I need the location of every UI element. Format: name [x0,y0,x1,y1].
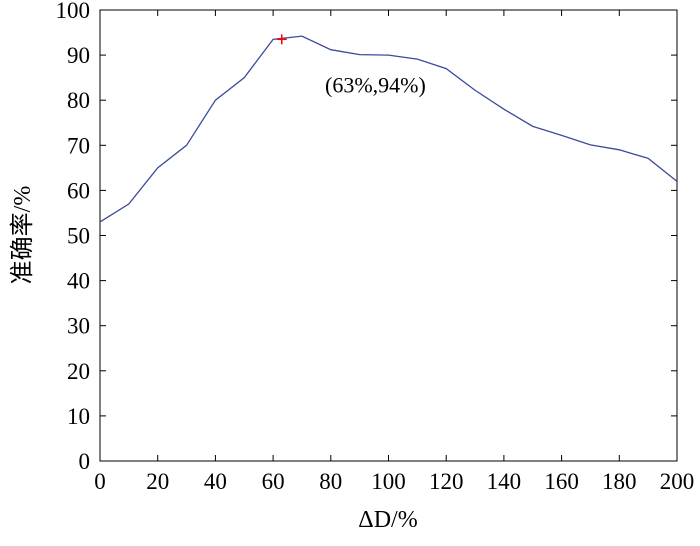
x-tick-label: 60 [262,469,285,494]
x-tick-label: 180 [602,469,637,494]
y-tick-label: 90 [67,43,90,68]
x-tick-label: 140 [487,469,522,494]
x-tick-label: 0 [94,469,106,494]
y-tick-label: 0 [79,449,91,474]
y-tick-label: 50 [67,224,90,249]
y-tick-label: 20 [67,359,90,384]
y-tick-label: 100 [56,0,91,23]
peak-annotation: (63%,94%) [325,72,426,97]
y-tick-label: 30 [67,314,90,339]
y-ticks: 0 10 20 30 40 50 60 70 80 90 100 [56,0,677,474]
y-tick-label: 40 [67,269,90,294]
series-layer [99,34,678,223]
series-line [99,35,678,223]
x-ticks: 0 20 40 60 80 100 120 140 160 180 200 [94,10,694,494]
x-tick-label: 40 [204,469,227,494]
x-tick-label: 160 [544,469,579,494]
y-axis-label: 准确率/% [9,186,36,285]
y-tick-label: 70 [67,133,90,158]
x-tick-label: 20 [146,469,169,494]
peak-marker [276,34,287,45]
x-tick-label: 120 [429,469,464,494]
x-tick-label: 80 [319,469,342,494]
x-tick-label: 100 [371,469,406,494]
x-tick-label: 200 [660,469,695,494]
y-tick-label: 60 [67,178,90,203]
x-axis-label: ΔD/% [358,507,417,533]
y-tick-label: 10 [67,404,90,429]
y-tick-label: 80 [67,88,90,113]
